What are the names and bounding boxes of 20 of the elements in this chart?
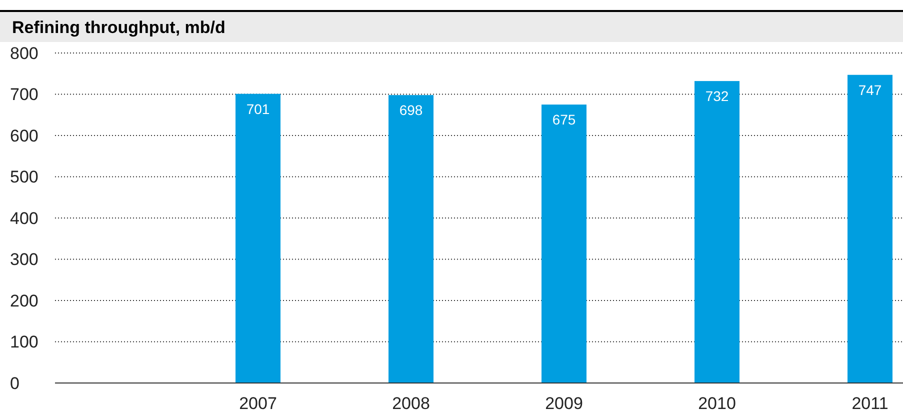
x-tick-label: 2007 xyxy=(239,394,277,413)
data-label: 701 xyxy=(246,100,270,117)
y-tick-label: 0 xyxy=(10,374,20,393)
data-label: 747 xyxy=(858,82,882,98)
y-tick-label: 200 xyxy=(10,291,38,310)
y-tick-label: 500 xyxy=(10,168,38,187)
x-tick-label: 2009 xyxy=(545,394,583,413)
y-tick-label: 300 xyxy=(10,250,38,270)
x-tick-label: 2011 xyxy=(852,394,888,413)
x-tick-label: 2010 xyxy=(698,394,736,413)
y-tick-label: 700 xyxy=(10,85,38,104)
y-tick-label: 100 xyxy=(10,332,38,352)
y-tick-label: 400 xyxy=(10,208,38,228)
data-label: 675 xyxy=(552,112,576,128)
data-label: 732 xyxy=(705,88,729,104)
data-label: 698 xyxy=(399,102,423,118)
x-tick-label: 2008 xyxy=(392,394,430,413)
y-tick-label: 800 xyxy=(10,44,38,63)
chart-title: Refining throughput, mb/d xyxy=(12,18,226,37)
y-tick-label: 600 xyxy=(10,126,38,146)
